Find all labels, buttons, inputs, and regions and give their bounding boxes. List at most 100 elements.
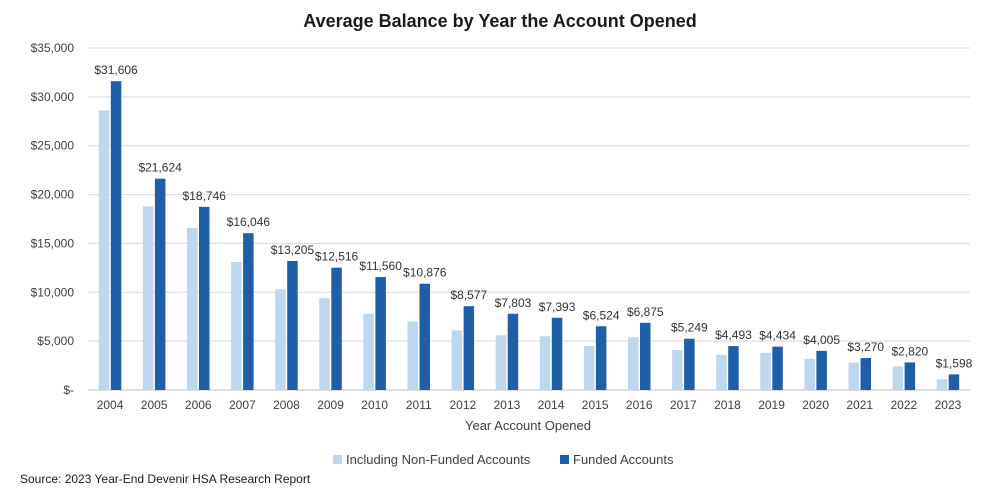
y-tick-label: $30,000 xyxy=(31,90,75,104)
legend: Including Non-Funded Accounts Funded Acco… xyxy=(333,452,674,467)
bar-non-funded-2005 xyxy=(142,206,154,390)
data-label-funded-2007: $16,046 xyxy=(227,215,271,229)
bar-funded-2017 xyxy=(684,338,695,390)
y-axis-ticks: $- $5,000 $10,000 $15,000 $20,000 $25,000 $30,… xyxy=(31,41,75,397)
bar-funded-2021 xyxy=(860,358,871,390)
bar-funded-2020 xyxy=(816,350,827,390)
y-tick-label: $20,000 xyxy=(31,188,75,202)
bar-funded-2006 xyxy=(199,206,210,390)
bar-funded-2005 xyxy=(154,178,166,390)
data-label-funded-2009: $12,516 xyxy=(315,250,359,264)
data-label-funded-2015: $6,524 xyxy=(583,308,620,322)
source-note: Source: 2023 Year-End Devenir HSA Resear… xyxy=(20,472,311,486)
bar-funded-2022 xyxy=(904,362,916,390)
bar-funded-2023 xyxy=(948,374,960,390)
bar-non-funded-2016 xyxy=(628,337,639,390)
bar-funded-2013 xyxy=(507,313,519,390)
bar-non-funded-2019 xyxy=(760,352,771,390)
bar-non-funded-2011 xyxy=(407,321,418,390)
data-label-funded-2022: $2,820 xyxy=(891,344,928,358)
data-label-funded-2021: $3,270 xyxy=(847,340,884,354)
bar-non-funded-2004 xyxy=(98,110,110,390)
bar-non-funded-2012 xyxy=(451,330,463,390)
x-tick-label: 2015 xyxy=(582,398,609,412)
y-tick-label: $- xyxy=(63,383,74,397)
bar-non-funded-2009 xyxy=(319,298,330,390)
x-tick-label: 2019 xyxy=(758,398,785,412)
x-tick-label: 2016 xyxy=(626,398,653,412)
x-tick-label: 2004 xyxy=(97,398,124,412)
data-label-funded-2014: $7,393 xyxy=(539,300,576,314)
bar-non-funded-2020 xyxy=(804,358,815,390)
x-tick-label: 2014 xyxy=(538,398,565,412)
bar-non-funded-2008 xyxy=(275,289,286,390)
bar-non-funded-2013 xyxy=(495,335,507,390)
x-tick-label: 2021 xyxy=(846,398,873,412)
bar-non-funded-2023 xyxy=(936,379,948,390)
bar-funded-2009 xyxy=(331,267,342,390)
x-tick-label: 2010 xyxy=(361,398,388,412)
data-labels: $31,606 $21,624$18,746$16,046$13,205 $12,5… xyxy=(94,63,972,370)
bar-funded-2010 xyxy=(375,277,386,390)
data-label-funded-2017: $5,249 xyxy=(671,321,708,335)
x-tick-label: 2008 xyxy=(273,398,300,412)
bar-non-funded-2007 xyxy=(231,261,242,390)
bar-funded-2018 xyxy=(728,346,739,390)
data-label-funded-2019: $4,434 xyxy=(759,329,796,343)
bar-funded-2016 xyxy=(640,322,651,390)
y-tick-label: $35,000 xyxy=(31,41,75,55)
data-label-funded-2008: $13,205 xyxy=(271,243,315,257)
x-tick-label: 2013 xyxy=(494,398,521,412)
data-label-funded-2018: $4,493 xyxy=(715,328,752,342)
data-label-funded-2023: $1,598 xyxy=(936,356,973,370)
bars xyxy=(98,81,960,390)
x-tick-label: 2018 xyxy=(714,398,741,412)
chart-title: Average Balance by Year the Account Open… xyxy=(303,11,696,31)
x-tick-label: 2011 xyxy=(406,398,432,412)
bar-funded-2011 xyxy=(419,283,430,390)
bar-funded-2019 xyxy=(772,346,783,390)
x-tick-label: 2022 xyxy=(890,398,917,412)
data-label-funded-2011: $10,876 xyxy=(403,266,447,280)
bar-funded-2008 xyxy=(287,260,298,390)
y-tick-label: $5,000 xyxy=(37,334,74,348)
bar-non-funded-2006 xyxy=(187,227,198,390)
bar-non-funded-2015 xyxy=(583,346,595,390)
x-tick-label: 2023 xyxy=(935,398,962,412)
bar-funded-2012 xyxy=(463,306,475,390)
data-label-funded-2020: $4,005 xyxy=(803,333,840,347)
bar-non-funded-2010 xyxy=(363,313,374,390)
data-label-funded-2010: $11,560 xyxy=(359,259,402,273)
legend-label-non-funded: Including Non-Funded Accounts xyxy=(346,452,531,467)
x-tick-label: 2005 xyxy=(141,398,168,412)
bar-non-funded-2017 xyxy=(672,349,683,390)
data-label-funded-2004: $31,606 xyxy=(94,63,138,77)
x-tick-label: 2012 xyxy=(449,398,476,412)
bar-non-funded-2018 xyxy=(716,354,727,390)
x-tick-label: 2009 xyxy=(317,398,344,412)
legend-swatch-funded xyxy=(560,455,569,464)
data-label-funded-2013: $7,803 xyxy=(495,296,532,310)
bar-non-funded-2014 xyxy=(539,336,551,390)
data-label-funded-2016: $6,875 xyxy=(627,305,664,319)
x-tick-label: 2007 xyxy=(229,398,256,412)
bar-funded-2014 xyxy=(551,317,563,390)
data-label-funded-2012: $8,577 xyxy=(450,288,487,302)
bar-funded-2004 xyxy=(110,81,122,390)
bar-funded-2007 xyxy=(243,233,254,390)
y-tick-label: $15,000 xyxy=(31,236,75,250)
data-label-funded-2005: $21,624 xyxy=(138,161,182,175)
y-tick-label: $10,000 xyxy=(31,285,75,299)
x-tick-label: 2020 xyxy=(802,398,829,412)
legend-label-funded: Funded Accounts xyxy=(573,452,674,467)
x-tick-label: 2017 xyxy=(670,398,697,412)
bar-non-funded-2022 xyxy=(892,366,904,390)
legend-swatch-non-funded xyxy=(333,455,342,464)
x-tick-label: 2006 xyxy=(185,398,212,412)
bar-funded-2015 xyxy=(595,326,607,390)
data-label-funded-2006: $18,746 xyxy=(183,189,227,203)
x-axis-label: Year Account Opened xyxy=(465,418,591,433)
x-axis-ticks: 2004 2005 2006 2007 2008 2009 2010 2011 2012 2013… xyxy=(97,398,962,412)
y-tick-label: $25,000 xyxy=(31,139,75,153)
